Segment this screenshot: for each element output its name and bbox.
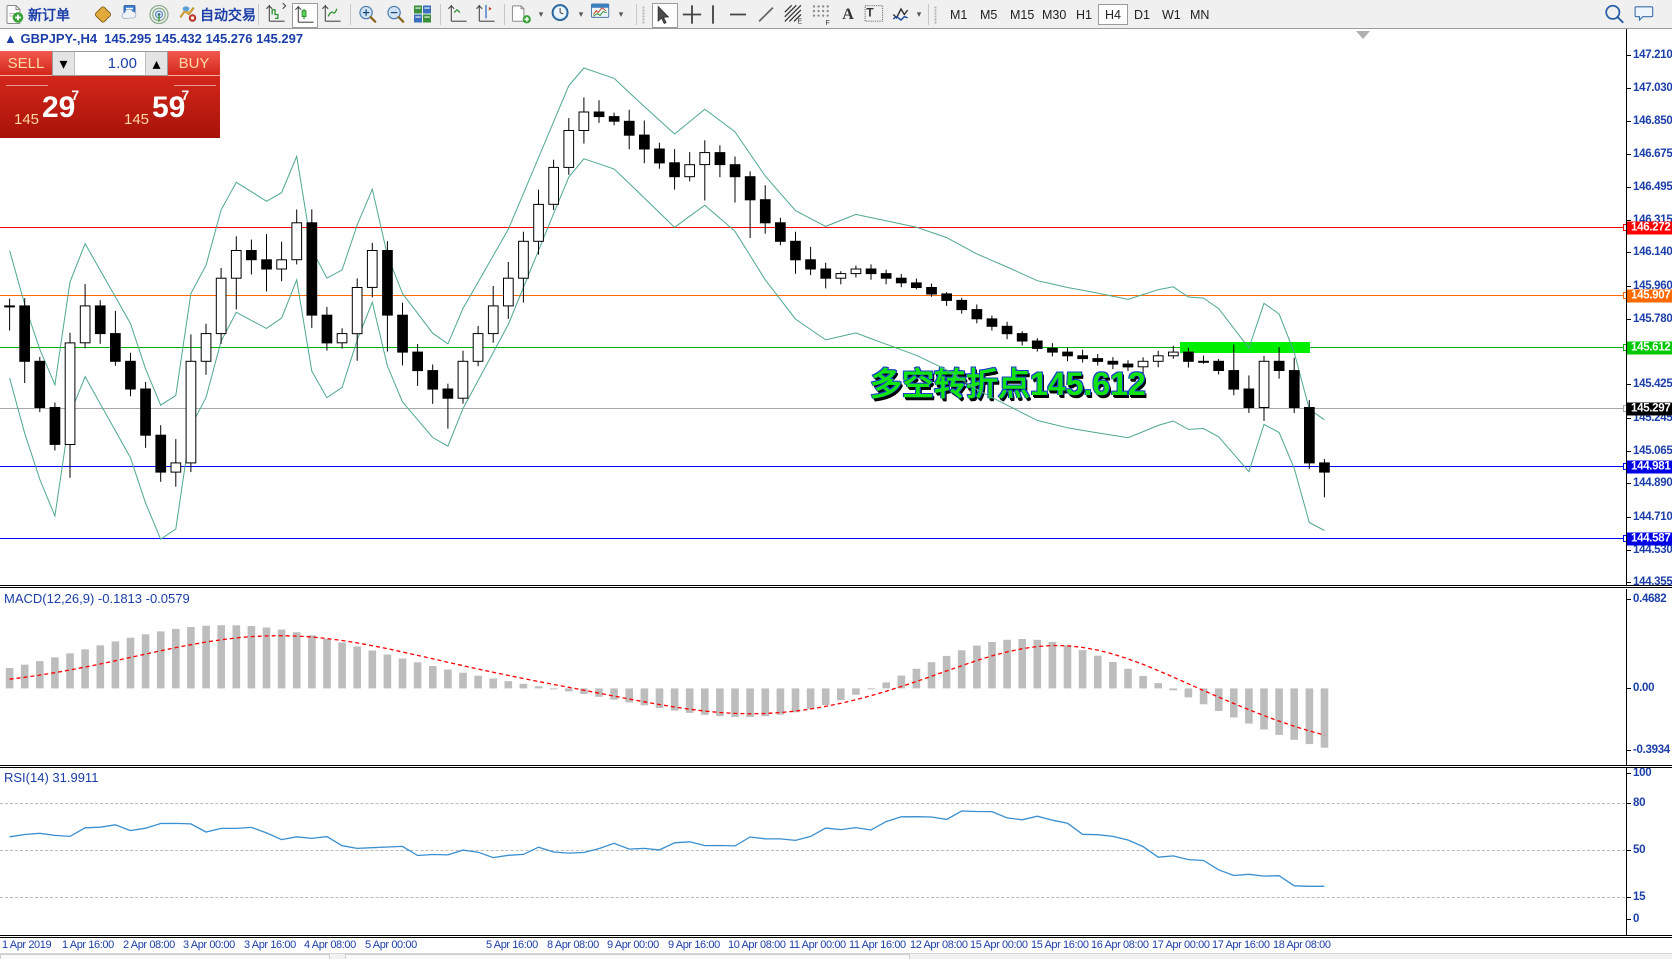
svg-text:F: F xyxy=(825,20,829,26)
svg-text:E: E xyxy=(797,19,802,26)
svg-text:T: T xyxy=(866,6,874,20)
